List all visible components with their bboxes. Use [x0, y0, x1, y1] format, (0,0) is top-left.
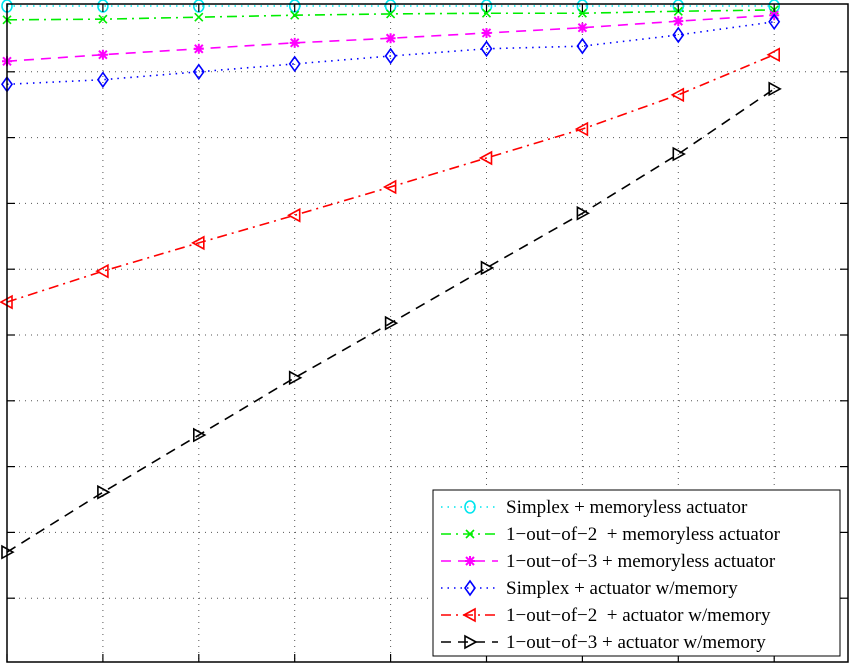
series-line [6, 14, 775, 63]
marker-triangle-left [766, 47, 780, 63]
series-3 [1, 13, 781, 93]
marker-diamond [96, 71, 109, 89]
marker-x [194, 12, 204, 22]
marker-asterisk [289, 37, 300, 48]
marker-diamond [384, 47, 397, 65]
plot-frame [6, 3, 849, 663]
marker-triangle-left [191, 235, 205, 251]
grid [7, 4, 848, 662]
marker-diamond [464, 579, 476, 597]
marker-triangle-right [464, 634, 478, 650]
marker-circle [464, 500, 476, 514]
legend-label-0: Simplex + memoryless actuator [506, 497, 748, 518]
marker-triangle-left [287, 207, 301, 223]
marker-x [465, 529, 475, 539]
series-line [6, 53, 775, 303]
legend-label-5: 1−out−of−3 + actuator w/memory [506, 632, 766, 653]
marker-asterisk [481, 27, 492, 38]
marker-triangle-right [672, 146, 686, 162]
legend-label-3: Simplex + actuator w/memory [506, 578, 738, 599]
marker-triangle-right [193, 427, 207, 443]
legend-label-1: 1−out−of−2 + memoryless actuator [506, 524, 781, 545]
legend-label-2: 1−out−of−3 + memoryless actuator [506, 551, 776, 572]
series-group [0, 0, 782, 560]
marker-x [386, 9, 396, 19]
marker-x [481, 8, 492, 18]
marker-x [98, 14, 108, 24]
legend-box [432, 489, 841, 657]
marker-asterisk [673, 16, 684, 27]
marker-triangle-right [480, 260, 495, 276]
marker-triangle-left [95, 263, 109, 279]
marker-diamond [576, 37, 589, 55]
marker-triangle-left [478, 150, 493, 166]
marker-x [290, 10, 300, 20]
series-line [6, 88, 775, 553]
marker-diamond [480, 40, 493, 58]
marker-diamond [672, 26, 685, 44]
marker-asterisk [385, 33, 396, 44]
marker-triangle-right [768, 81, 782, 97]
marker-diamond [192, 63, 205, 81]
marker-triangle-left [382, 179, 397, 195]
marker-triangle-left [462, 607, 476, 623]
legend: Simplex + memoryless actuator 1−out−of−2… [432, 489, 841, 657]
marker-triangle-right [384, 315, 399, 331]
marker-triangle-right [288, 370, 303, 386]
marker-triangle-right [97, 484, 111, 500]
marker-x [577, 8, 587, 18]
marker-triangle-left [670, 87, 685, 103]
marker-asterisk [465, 556, 475, 566]
marker-diamond [288, 55, 301, 73]
marker-asterisk [97, 49, 108, 60]
legend-label-4: 1−out−of−2 + actuator w/memory [506, 605, 771, 626]
series-line [6, 20, 775, 86]
marker-asterisk [577, 22, 588, 33]
series-4 [0, 47, 780, 310]
marker-diamond [768, 13, 781, 31]
marker-triangle-left [574, 121, 589, 137]
marker-triangle-right [576, 205, 591, 221]
marker-asterisk [193, 43, 204, 54]
